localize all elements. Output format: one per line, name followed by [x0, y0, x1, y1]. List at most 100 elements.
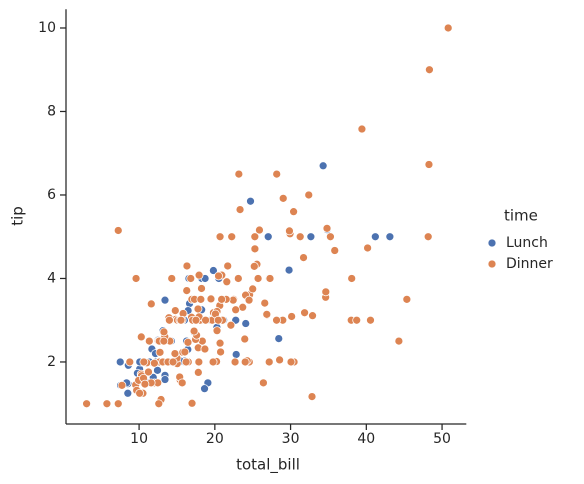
- point: [144, 336, 154, 346]
- point: [177, 378, 187, 388]
- point: [212, 326, 222, 336]
- y-axis-label: tip: [9, 206, 27, 226]
- legend-marker: [487, 238, 497, 248]
- point: [113, 226, 123, 235]
- point: [153, 365, 162, 375]
- point: [191, 315, 201, 325]
- point: [366, 315, 375, 325]
- point: [186, 274, 196, 283]
- point: [306, 232, 316, 242]
- point: [200, 384, 209, 394]
- point: [249, 261, 259, 271]
- point: [206, 294, 216, 304]
- point: [295, 232, 305, 242]
- y-tick-label: 4: [47, 270, 56, 286]
- x-axis-label: total_bill: [236, 456, 300, 475]
- point: [326, 232, 335, 242]
- point: [424, 160, 434, 169]
- point: [146, 299, 156, 309]
- legend-label: Lunch: [506, 235, 548, 251]
- point: [233, 274, 243, 283]
- point: [196, 294, 206, 304]
- point: [443, 23, 453, 33]
- point: [370, 232, 380, 242]
- point: [182, 261, 192, 271]
- point: [308, 311, 317, 321]
- point: [300, 308, 309, 318]
- point: [217, 294, 227, 304]
- point: [189, 326, 199, 336]
- point: [250, 232, 260, 242]
- point: [194, 357, 204, 367]
- point: [214, 271, 223, 281]
- point: [307, 392, 317, 401]
- point: [181, 357, 191, 367]
- x-tick-label: 10: [130, 431, 148, 447]
- point: [285, 226, 294, 236]
- point: [423, 232, 433, 242]
- point: [264, 357, 274, 367]
- point: [183, 337, 193, 347]
- point: [201, 315, 210, 325]
- point: [240, 334, 250, 344]
- point: [160, 295, 170, 305]
- x-tick-label: 30: [282, 431, 300, 447]
- point: [321, 287, 331, 297]
- point: [215, 338, 225, 348]
- point: [222, 277, 232, 287]
- point: [180, 347, 190, 357]
- point: [215, 232, 225, 242]
- x-tick-label: 40: [357, 431, 375, 447]
- point: [259, 378, 268, 388]
- point: [289, 207, 298, 217]
- point: [385, 232, 395, 242]
- point: [278, 193, 288, 203]
- point: [394, 336, 404, 346]
- point: [244, 295, 254, 305]
- point: [165, 315, 174, 325]
- point: [139, 357, 149, 367]
- point: [131, 274, 141, 283]
- point: [223, 261, 233, 271]
- point: [231, 305, 241, 315]
- point: [159, 327, 169, 337]
- point: [263, 232, 273, 242]
- legend-title: time: [504, 207, 538, 225]
- point: [194, 270, 204, 280]
- point: [125, 357, 135, 367]
- point: [140, 379, 150, 389]
- point: [187, 398, 197, 408]
- point: [262, 309, 272, 319]
- point: [154, 399, 164, 409]
- x-tick-label: 20: [206, 431, 224, 447]
- point: [216, 347, 225, 357]
- point: [176, 315, 186, 325]
- point: [160, 375, 170, 384]
- point: [123, 388, 133, 398]
- point: [240, 357, 250, 367]
- point: [102, 399, 112, 409]
- point: [197, 284, 206, 293]
- point: [150, 358, 159, 368]
- point: [255, 225, 264, 235]
- point: [193, 304, 203, 314]
- y-tick-label: 10: [38, 20, 56, 36]
- point: [402, 294, 412, 304]
- point: [425, 65, 434, 75]
- point: [144, 367, 153, 377]
- point: [363, 243, 372, 253]
- point: [248, 284, 258, 294]
- point: [170, 349, 180, 358]
- point: [234, 169, 244, 179]
- point: [117, 380, 127, 390]
- point: [299, 253, 308, 262]
- point: [274, 334, 284, 343]
- point: [272, 169, 282, 179]
- point: [82, 399, 91, 409]
- point: [209, 266, 218, 275]
- legend-label: Dinner: [506, 256, 553, 272]
- x-tick-label: 50: [433, 431, 451, 447]
- point: [208, 357, 218, 367]
- point: [275, 355, 284, 365]
